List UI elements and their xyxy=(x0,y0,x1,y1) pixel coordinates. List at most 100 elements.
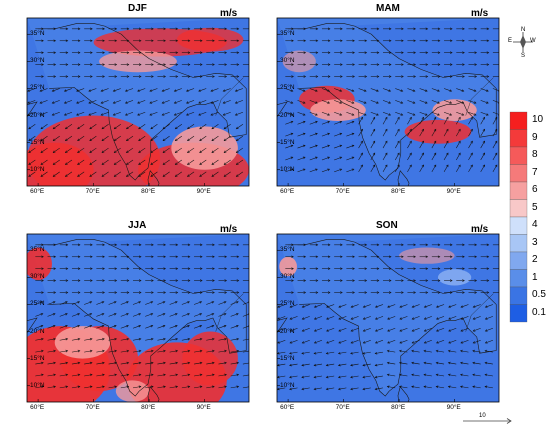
wind-vector-head xyxy=(102,39,105,43)
wind-vector-head xyxy=(435,317,439,320)
wind-vector-head xyxy=(399,329,403,332)
wind-vector-head xyxy=(337,351,341,355)
wind-vector xyxy=(480,88,489,92)
wind-vector xyxy=(218,338,227,341)
wind-vector-head xyxy=(151,39,154,43)
wind-vector-head xyxy=(461,101,465,104)
wind-vector-head xyxy=(302,156,306,160)
wind-vector-head xyxy=(175,373,179,377)
wind-vector-head xyxy=(290,120,294,124)
wind-vector-head xyxy=(325,351,329,355)
border-line xyxy=(215,77,244,116)
wind-vector-head xyxy=(388,255,392,259)
wind-vector-head xyxy=(423,341,427,344)
wind-vector xyxy=(194,374,202,377)
wind-vector xyxy=(363,316,371,320)
wind-vector-head xyxy=(198,113,201,116)
wind-vector xyxy=(206,362,215,365)
wind-vector xyxy=(468,129,473,137)
wind-vector xyxy=(363,304,371,308)
wind-vector xyxy=(302,339,310,344)
map-frame xyxy=(26,17,250,187)
wind-vector-head xyxy=(327,75,331,78)
wind-vector-head xyxy=(52,174,56,177)
wind-vector-head xyxy=(388,75,392,78)
wind-vector-head xyxy=(138,138,141,142)
wind-vector xyxy=(419,152,424,161)
wind-vector-head xyxy=(64,126,68,130)
lat-tick-label: 10°N xyxy=(280,381,295,389)
wind-vector-head xyxy=(76,101,79,104)
wind-vector xyxy=(480,140,485,149)
wind-vector-head xyxy=(64,174,68,177)
wind-vector-head xyxy=(486,255,490,259)
wind-vector xyxy=(223,159,231,165)
panel-unit-mam: m/s xyxy=(471,8,489,19)
wind-vector-head xyxy=(212,39,215,43)
wind-vector-head xyxy=(482,128,485,132)
wind-vector-head xyxy=(363,89,367,92)
wind-vector-head xyxy=(28,174,31,177)
wind-vector-head xyxy=(352,279,355,282)
wind-vector-head xyxy=(362,329,366,332)
wind-vector-head xyxy=(302,120,306,124)
wind-vector-head xyxy=(446,152,449,156)
wind-vector-head xyxy=(411,305,415,308)
wind-vector xyxy=(350,351,359,354)
wind-vector-head xyxy=(472,305,476,308)
wind-vector xyxy=(169,325,178,329)
wind-vector xyxy=(223,147,231,153)
wind-vector xyxy=(218,313,227,317)
wind-vector-head xyxy=(494,152,498,156)
wind-vector xyxy=(423,386,432,389)
wind-vector-head xyxy=(340,39,343,43)
wind-vector-head xyxy=(150,126,154,130)
wind-vector xyxy=(443,117,449,125)
wind-vector xyxy=(456,117,461,125)
wind-vector xyxy=(492,152,498,161)
wind-vector xyxy=(132,386,141,389)
wind-vector xyxy=(289,375,298,378)
wind-vector xyxy=(96,338,105,341)
wind-vector-head xyxy=(313,351,317,355)
wind-vector xyxy=(194,338,202,341)
wind-vector xyxy=(114,123,121,130)
wind-vector-head xyxy=(325,387,329,391)
wind-vector xyxy=(399,339,408,344)
wind-vector xyxy=(346,100,354,104)
wind-vector-head xyxy=(313,387,317,391)
wind-vector xyxy=(399,350,408,353)
wind-vector-head xyxy=(163,291,166,294)
wind-vector-head xyxy=(77,279,81,282)
wind-vector-head xyxy=(41,27,44,31)
wind-vector-head xyxy=(211,162,215,165)
wind-vector-head xyxy=(89,373,93,377)
wind-vector xyxy=(456,88,464,92)
wind-vector-head xyxy=(199,150,202,153)
wind-vector-head xyxy=(340,255,343,259)
wind-vector-head xyxy=(126,324,129,328)
wind-vector xyxy=(71,313,80,317)
wind-vector xyxy=(113,88,121,92)
lon-tick-label: 80°E xyxy=(141,188,156,195)
wind-vector-head xyxy=(486,39,490,43)
wind-vector xyxy=(301,375,310,378)
wind-vector-head xyxy=(364,75,368,78)
lat-tick-label: 20°N xyxy=(30,327,45,335)
wind-vector xyxy=(100,112,109,116)
wind-vector xyxy=(277,363,286,366)
wind-vector xyxy=(47,338,56,341)
wind-vector-head xyxy=(175,337,179,341)
wind-vector xyxy=(309,88,318,92)
wind-vector-head xyxy=(52,313,56,316)
wind-vector-head xyxy=(65,373,69,377)
wind-vector xyxy=(65,135,73,141)
wind-vector-head xyxy=(41,373,44,377)
wind-vector-head xyxy=(224,279,228,282)
colorbar-swatch xyxy=(509,304,528,323)
wind-vector xyxy=(230,386,239,389)
wind-vector-head xyxy=(460,341,464,344)
wind-vector-head xyxy=(53,267,57,270)
wind-vector-head xyxy=(126,337,130,341)
wind-vector xyxy=(88,88,97,92)
